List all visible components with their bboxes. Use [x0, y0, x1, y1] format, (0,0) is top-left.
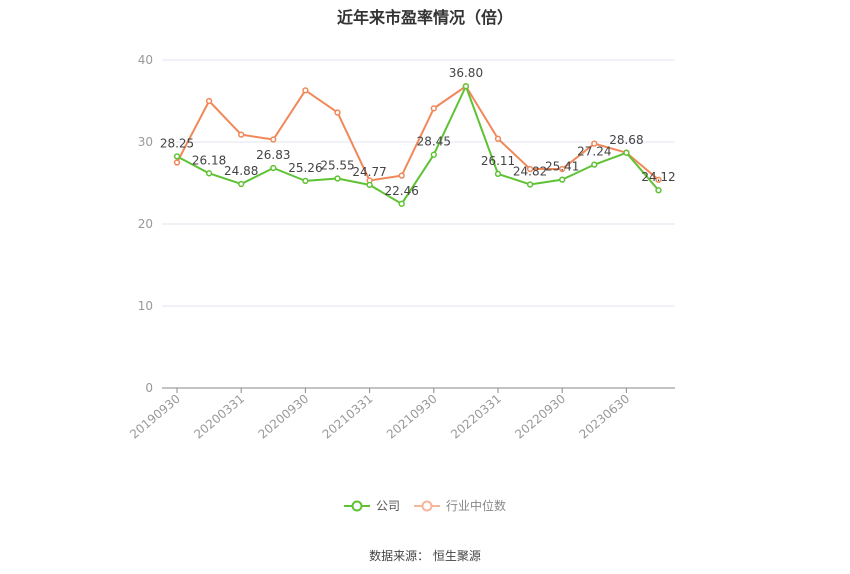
company-data-point[interactable]	[526, 181, 534, 188]
company-data-label: 25.55	[320, 158, 354, 172]
legend-company-label: 公司	[375, 499, 400, 513]
series-lines	[176, 85, 660, 205]
company-data-point[interactable]	[494, 170, 502, 178]
company-data-label: 24.88	[224, 164, 258, 178]
industry-median-data-point[interactable]	[238, 131, 245, 138]
legend-item-industry-median[interactable]: 行业中位数	[414, 497, 506, 514]
x-tick-label: 20200331	[191, 392, 247, 442]
industry-median-data-point[interactable]	[398, 172, 405, 179]
company-data-point[interactable]	[238, 180, 245, 188]
industry-median-data-point[interactable]	[173, 159, 181, 166]
y-tick-label: 30	[138, 135, 153, 149]
company-data-label: 36.80	[449, 66, 483, 80]
x-tick-label: 20210930	[384, 392, 440, 442]
company-data-point[interactable]	[270, 164, 277, 172]
x-tick-label: 20220930	[512, 392, 568, 442]
legend: 公司 行业中位数	[0, 497, 850, 514]
company-data-label: 27.24	[577, 145, 611, 159]
axes: 0 10 20 30 40 20190930 20200331 20200930 2021033…	[127, 53, 675, 442]
x-tick-label: 20210331	[320, 392, 376, 442]
company-data-point[interactable]	[205, 170, 213, 177]
company-data-point[interactable]	[173, 153, 181, 160]
company-data-label: 26.11	[481, 154, 515, 168]
legend-company-marker-icon	[343, 500, 370, 511]
x-tick-label: 20190930	[127, 392, 183, 442]
company-data-label: 24.77	[352, 165, 386, 179]
industry-median-data-point[interactable]	[526, 165, 534, 173]
company-data-label: 28.45	[417, 135, 451, 149]
chart-title: 近年来市盈率情况（倍）	[336, 8, 513, 27]
company-data-label: 26.83	[256, 148, 290, 162]
y-tick-label: 10	[138, 299, 153, 313]
company-data-point[interactable]	[366, 181, 373, 189]
company-data-point[interactable]	[302, 177, 309, 185]
company-data-label: 24.82	[513, 164, 547, 178]
company-data-point[interactable]	[334, 175, 341, 182]
company-data-point[interactable]	[655, 187, 662, 194]
industry-median-data-point[interactable]	[334, 109, 341, 116]
company-data-label: 24.12	[641, 170, 675, 184]
industry-median-data-point[interactable]	[559, 165, 566, 173]
legend-industry-label: 行业中位数	[446, 499, 507, 513]
x-tick-label: 20200930	[256, 392, 312, 442]
industry-median-series-line	[176, 85, 660, 182]
y-tick-label: 40	[138, 53, 153, 67]
industry-median-data-point[interactable]	[591, 140, 598, 147]
industry-median-data-point[interactable]	[655, 176, 662, 183]
company-data-label: 26.18	[192, 153, 226, 167]
company-data-point[interactable]	[462, 83, 470, 90]
company-data-label: 28.25	[160, 136, 194, 150]
x-tick-label: 20220331	[448, 392, 504, 442]
series-points	[173, 83, 662, 207]
y-tick-label: 0	[145, 381, 153, 395]
y-tick-label: 20	[138, 217, 153, 231]
industry-median-data-point[interactable]	[494, 135, 502, 142]
company-data-point[interactable]	[398, 200, 405, 207]
company-data-point[interactable]	[559, 176, 566, 183]
industry-median-data-point[interactable]	[430, 105, 437, 112]
x-tick-label: 20230630	[577, 392, 633, 442]
company-series-line	[176, 85, 660, 205]
company-data-label: 25.41	[545, 160, 579, 174]
industry-median-data-point[interactable]	[205, 97, 213, 105]
company-data-point[interactable]	[623, 149, 630, 156]
company-data-label: 25.26	[288, 161, 322, 175]
legend-item-company[interactable]: 公司	[343, 497, 400, 514]
company-data-point[interactable]	[430, 151, 437, 158]
data-source: 数据来源： 恒生聚源	[369, 549, 481, 563]
company-data-label: 28.68	[609, 133, 643, 147]
company-data-point[interactable]	[591, 161, 598, 168]
industry-median-data-point[interactable]	[270, 136, 277, 143]
industry-median-data-point[interactable]	[302, 87, 309, 94]
legend-industry-marker-icon	[414, 500, 440, 511]
company-data-label: 22.46	[385, 184, 419, 198]
